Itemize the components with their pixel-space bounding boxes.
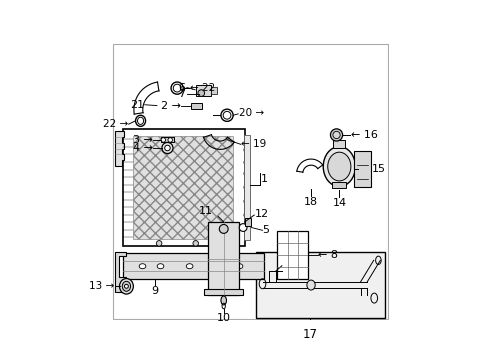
Ellipse shape	[244, 171, 249, 176]
Ellipse shape	[221, 296, 226, 305]
Ellipse shape	[122, 281, 130, 291]
Text: ← 19: ← 19	[241, 139, 265, 149]
Ellipse shape	[306, 280, 315, 290]
Ellipse shape	[162, 143, 173, 153]
Polygon shape	[115, 252, 125, 292]
Text: 2 →: 2 →	[161, 101, 181, 111]
Ellipse shape	[221, 109, 233, 121]
Ellipse shape	[164, 145, 170, 151]
Text: 4 →: 4 →	[133, 143, 153, 153]
Text: ← 22: ← 22	[189, 83, 214, 93]
Ellipse shape	[135, 115, 145, 126]
Bar	[255, 252, 385, 318]
Ellipse shape	[244, 147, 249, 153]
Bar	[332, 182, 346, 188]
Ellipse shape	[156, 240, 162, 246]
Bar	[244, 135, 249, 240]
Text: 13 →: 13 →	[89, 281, 114, 291]
Ellipse shape	[244, 159, 249, 165]
Bar	[191, 103, 202, 109]
Text: 5: 5	[262, 225, 269, 235]
Text: 15: 15	[371, 164, 386, 174]
Ellipse shape	[157, 264, 163, 269]
Text: 1: 1	[260, 174, 267, 184]
Bar	[208, 222, 239, 296]
Text: 10: 10	[216, 314, 230, 324]
Text: 3 →: 3 →	[133, 135, 153, 145]
Text: 18: 18	[304, 197, 318, 207]
Text: 20 →: 20 →	[239, 108, 264, 118]
Text: 22 →: 22 →	[102, 119, 127, 129]
Ellipse shape	[330, 129, 342, 141]
Text: 6: 6	[178, 82, 185, 93]
Ellipse shape	[124, 284, 128, 288]
Text: 21: 21	[130, 100, 144, 110]
Bar	[210, 87, 216, 94]
Text: 7: 7	[178, 90, 185, 99]
Ellipse shape	[323, 147, 355, 186]
Polygon shape	[115, 131, 123, 166]
Ellipse shape	[244, 185, 249, 190]
Bar	[122, 129, 244, 246]
Text: ← 8: ← 8	[317, 250, 337, 260]
Bar	[277, 231, 307, 279]
Bar	[123, 253, 264, 279]
Ellipse shape	[244, 198, 249, 204]
Ellipse shape	[332, 131, 340, 139]
Text: 14: 14	[332, 198, 346, 208]
Ellipse shape	[219, 225, 228, 233]
Ellipse shape	[244, 212, 249, 218]
Bar	[133, 136, 232, 239]
Ellipse shape	[236, 264, 243, 269]
Ellipse shape	[119, 279, 133, 294]
Text: 9: 9	[151, 286, 158, 296]
Text: 11: 11	[198, 206, 212, 216]
Ellipse shape	[214, 264, 220, 269]
Bar	[160, 138, 174, 143]
Text: ← 16: ← 16	[350, 130, 377, 140]
Ellipse shape	[139, 264, 145, 269]
Ellipse shape	[161, 138, 165, 142]
Ellipse shape	[327, 152, 350, 181]
Ellipse shape	[193, 240, 198, 246]
Bar	[204, 288, 243, 296]
Ellipse shape	[244, 223, 249, 229]
Ellipse shape	[223, 240, 228, 246]
Bar	[332, 140, 345, 148]
Ellipse shape	[198, 90, 204, 96]
Ellipse shape	[239, 224, 246, 231]
Text: 12: 12	[255, 209, 268, 219]
Ellipse shape	[168, 138, 172, 142]
Bar	[195, 85, 210, 96]
Ellipse shape	[186, 264, 193, 269]
Ellipse shape	[171, 82, 183, 94]
Text: 17: 17	[302, 328, 317, 341]
Bar	[244, 218, 250, 226]
Bar	[354, 151, 370, 187]
